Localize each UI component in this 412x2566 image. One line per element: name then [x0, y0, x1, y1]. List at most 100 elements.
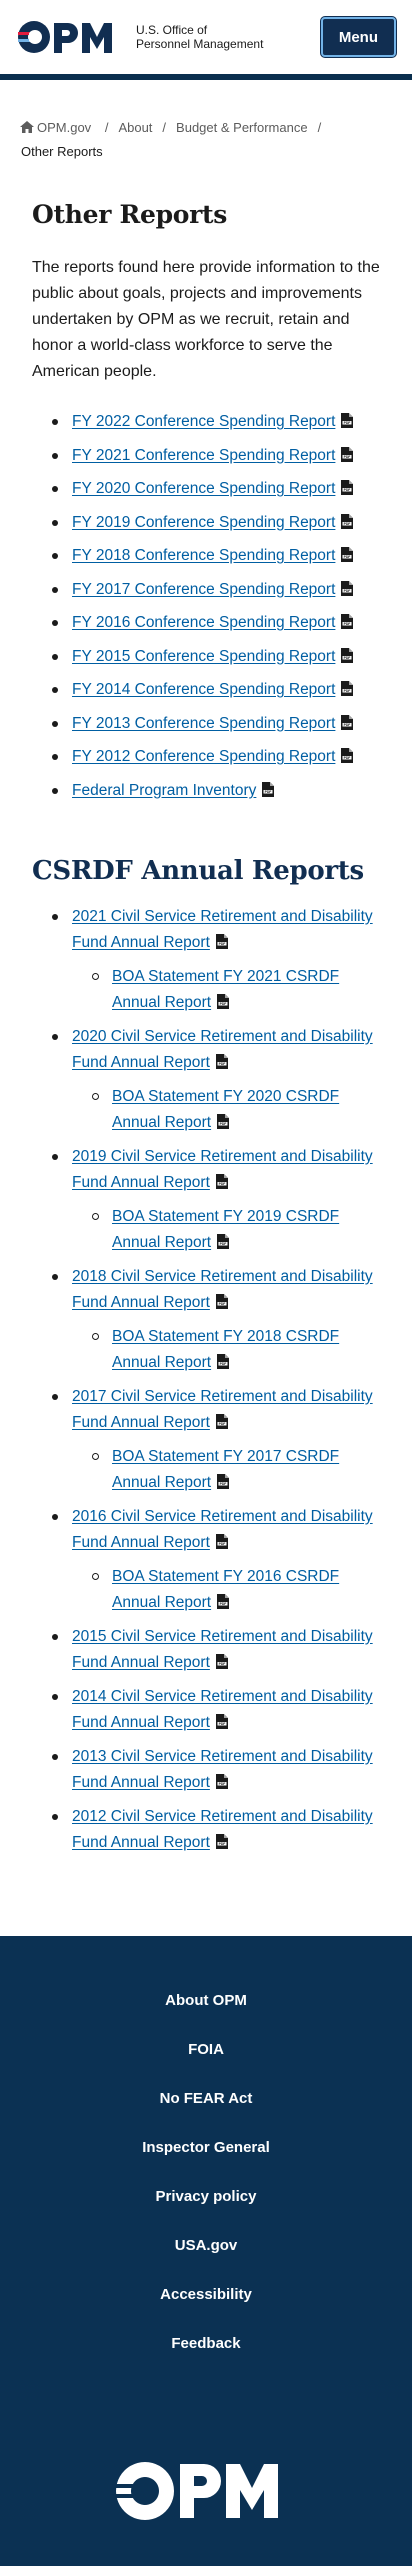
pdf-file-icon: PDF: [341, 748, 354, 763]
csrdf-heading: CSRDF Annual Reports: [32, 855, 364, 886]
footer-link-item: Inspector General: [0, 2123, 412, 2172]
footer-link-item: FOIA: [0, 2025, 412, 2074]
pdf-file-icon: PDF: [215, 1293, 228, 1309]
report-link[interactable]: FY 2012 Conference Spending Report: [72, 748, 336, 765]
logo-line-1: U.S. Office of: [136, 23, 208, 37]
footer-opm-logo[interactable]: [114, 2460, 298, 2522]
boa-statement-link[interactable]: BOA Statement FY 2018 CSRDF Annual Repor…: [112, 1327, 340, 1371]
report-link[interactable]: FY 2022 Conference Spending Report: [72, 413, 336, 430]
boa-statement-list: BOA Statement FY 2020 CSRDF Annual Repor…: [72, 1084, 380, 1136]
pdf-file-icon: PDF: [215, 1773, 228, 1789]
annual-report-link[interactable]: 2019 Civil Service Retirement and Disabi…: [72, 1147, 373, 1191]
breadcrumb: OPM.gov / About / Budget & Performance / Oth…: [0, 80, 412, 164]
svg-text:PDF: PDF: [344, 488, 351, 492]
breadcrumb-about[interactable]: About: [118, 120, 153, 135]
list-item: BOA Statement FY 2016 CSRDF Annual Repor…: [72, 1564, 380, 1616]
annual-report-link[interactable]: 2012 Civil Service Retirement and Disabi…: [72, 1807, 373, 1851]
list-item: BOA Statement FY 2019 CSRDF Annual Repor…: [72, 1204, 380, 1256]
list-item: 2021 Civil Service Retirement and Disabi…: [42, 904, 380, 1016]
list-item: 2016 Civil Service Retirement and Disabi…: [42, 1504, 380, 1616]
report-link[interactable]: FY 2018 Conference Spending Report: [72, 547, 336, 564]
svg-text:PDF: PDF: [344, 522, 351, 526]
report-link[interactable]: FY 2020 Conference Spending Report: [72, 480, 336, 497]
footer-link[interactable]: Privacy policy: [155, 2187, 257, 2205]
report-link[interactable]: Federal Program Inventory: [72, 781, 257, 799]
list-item: BOA Statement FY 2017 CSRDF Annual Repor…: [72, 1444, 380, 1496]
pdf-file-icon: PDF: [341, 513, 354, 529]
pdf-file-icon: PDF: [217, 1353, 230, 1369]
footer-link[interactable]: About OPM: [165, 1991, 247, 2009]
boa-statement-list: BOA Statement FY 2019 CSRDF Annual Repor…: [72, 1204, 380, 1256]
report-link[interactable]: FY 2013 Conference Spending Report: [72, 714, 336, 732]
boa-statement-link[interactable]: BOA Statement FY 2019 CSRDF Annual Repor…: [112, 1207, 340, 1251]
footer-link[interactable]: Feedback: [171, 2334, 241, 2352]
svg-text:PDF: PDF: [344, 555, 351, 559]
menu-button[interactable]: Menu: [320, 17, 396, 57]
annual-report-link[interactable]: 2014 Civil Service Retirement and Disabi…: [72, 1687, 373, 1731]
footer-link[interactable]: Accessibility: [160, 2285, 252, 2303]
list-item: BOA Statement FY 2018 CSRDF Annual Repor…: [72, 1324, 380, 1376]
footer-link-item: No FEAR Act: [0, 2074, 412, 2123]
annual-report-link[interactable]: 2015 Civil Service Retirement and Disabi…: [72, 1627, 373, 1671]
report-link[interactable]: FY 2015 Conference Spending Report: [72, 647, 336, 665]
list-item: FY 2012 Conference Spending Report PDF: [42, 744, 380, 770]
svg-text:PDF: PDF: [344, 589, 351, 593]
main-content: Other Reports The reports found here pro…: [0, 200, 412, 1856]
pdf-file-icon: PDF: [262, 781, 275, 797]
boa-statement-link[interactable]: BOA Statement FY 2017 CSRDF Annual Repor…: [112, 1447, 340, 1491]
list-item: FY 2021 Conference Spending Report PDF: [42, 443, 380, 469]
footer-link[interactable]: USA.gov: [174, 2236, 238, 2254]
pdf-file-icon: PDF: [217, 1233, 230, 1249]
pdf-file-icon: PDF: [215, 1173, 228, 1189]
pdf-file-icon: PDF: [215, 1053, 228, 1069]
footer-link-item: About OPM: [0, 1976, 412, 2025]
svg-text:PDF: PDF: [218, 1842, 225, 1846]
report-link[interactable]: FY 2019 Conference Spending Report: [72, 513, 336, 531]
annual-report-link[interactable]: 2016 Civil Service Retirement and Disabi…: [72, 1507, 373, 1551]
list-item: 2019 Civil Service Retirement and Disabi…: [42, 1144, 380, 1256]
boa-statement-link[interactable]: BOA Statement FY 2016 CSRDF Annual Repor…: [112, 1567, 340, 1611]
list-item: BOA Statement FY 2020 CSRDF Annual Repor…: [72, 1084, 380, 1136]
annual-report-link[interactable]: 2013 Civil Service Retirement and Disabi…: [72, 1747, 373, 1791]
annual-report-link[interactable]: 2018 Civil Service Retirement and Disabi…: [72, 1267, 373, 1311]
pdf-file-icon: PDF: [215, 1413, 228, 1429]
annual-report-link[interactable]: 2020 Civil Service Retirement and Disabi…: [72, 1027, 373, 1071]
pdf-file-icon: PDF: [341, 413, 354, 428]
report-link[interactable]: FY 2014 Conference Spending Report: [72, 681, 336, 698]
list-item: FY 2017 Conference Spending Report PDF: [42, 577, 380, 603]
pdf-file-icon: PDF: [341, 681, 354, 696]
report-link[interactable]: FY 2017 Conference Spending Report: [72, 580, 336, 598]
pdf-file-icon: PDF: [341, 580, 354, 596]
pdf-file-icon: PDF: [217, 993, 230, 1009]
svg-text:PDF: PDF: [344, 723, 351, 727]
boa-statement-link[interactable]: BOA Statement FY 2021 CSRDF Annual Repor…: [112, 967, 340, 1011]
svg-text:PDF: PDF: [218, 942, 225, 946]
svg-text:PDF: PDF: [344, 656, 351, 660]
svg-text:PDF: PDF: [220, 1482, 227, 1486]
footer-link[interactable]: No FEAR Act: [159, 2089, 253, 2107]
annual-report-link[interactable]: 2021 Civil Service Retirement and Disabi…: [72, 907, 373, 951]
report-link[interactable]: FY 2021 Conference Spending Report: [72, 446, 336, 464]
svg-text:PDF: PDF: [218, 1182, 225, 1186]
breadcrumb-budget[interactable]: Budget & Performance: [176, 120, 308, 135]
annual-report-link[interactable]: 2017 Civil Service Retirement and Disabi…: [72, 1387, 373, 1431]
csrdf-reports-list: 2021 Civil Service Retirement and Disabi…: [42, 904, 380, 1856]
footer-link[interactable]: FOIA: [188, 2040, 224, 2058]
svg-text:PDF: PDF: [218, 1782, 225, 1786]
svg-text:PDF: PDF: [344, 756, 351, 760]
opm-logo[interactable]: U.S. Office of Personnel Management: [16, 17, 263, 57]
boa-statement-link[interactable]: BOA Statement FY 2020 CSRDF Annual Repor…: [112, 1087, 340, 1131]
boa-statement-list: BOA Statement FY 2017 CSRDF Annual Repor…: [72, 1444, 380, 1496]
breadcrumb-home[interactable]: OPM.gov: [20, 120, 95, 135]
report-link[interactable]: FY 2016 Conference Spending Report: [72, 614, 336, 631]
list-item: 2012 Civil Service Retirement and Disabi…: [42, 1804, 380, 1856]
footer-links: About OPM FOIA No FEAR Act Inspector Genera…: [0, 1976, 412, 2368]
list-item: FY 2022 Conference Spending Report PDF: [42, 409, 380, 435]
other-reports-list: FY 2022 Conference Spending Report PDF FY …: [42, 409, 380, 804]
svg-text:PDF: PDF: [220, 1242, 227, 1246]
breadcrumb-separator: /: [317, 120, 322, 135]
footer-link[interactable]: Inspector General: [142, 2138, 270, 2156]
list-item: FY 2013 Conference Spending Report PDF: [42, 711, 380, 737]
svg-text:PDF: PDF: [218, 1542, 225, 1546]
pdf-file-icon: PDF: [215, 1653, 228, 1669]
